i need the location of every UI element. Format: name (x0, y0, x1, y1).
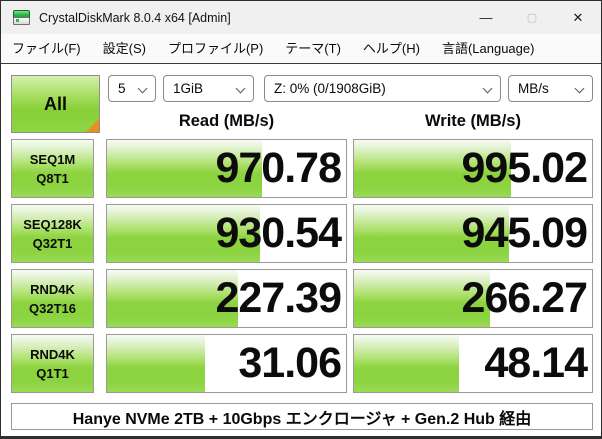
test-size-dropdown[interactable]: 1GiB (163, 75, 254, 102)
run-all-label: All (43, 93, 67, 114)
write-result-cell: 945.09 (353, 204, 593, 263)
test-name: SEQ1M (29, 151, 76, 167)
menu-language[interactable]: 言語(Language) (441, 41, 535, 56)
menu-settings[interactable]: 設定(S) (102, 41, 146, 56)
run-all-button[interactable]: All (11, 75, 100, 133)
score-bar (354, 270, 490, 327)
write-value: 945.09 (461, 209, 588, 257)
comment-input[interactable]: Hanye NVMe 2TB + 10Gbps エンクロージャ + Gen.2 … (11, 403, 593, 430)
queue-thread: Q32T1 (32, 235, 73, 251)
read-value: 970.78 (215, 144, 342, 192)
read-value: 930.54 (215, 209, 342, 257)
write-result-cell: 266.27 (353, 269, 593, 328)
read-result-cell: 930.54 (106, 204, 347, 263)
test-button-seq1m-q8t1[interactable]: SEQ1M Q8T1 (11, 139, 94, 198)
chevron-down-icon (235, 83, 246, 94)
window-title: CrystalDiskMark 8.0.4 x64 [Admin] (39, 10, 231, 25)
chevron-down-icon (574, 83, 585, 94)
score-bar (107, 205, 260, 262)
score-bar (107, 140, 263, 197)
score-bar (354, 205, 509, 262)
unit-value: MB/s (518, 81, 549, 96)
app-disk-icon (13, 10, 30, 25)
menu-bar: ファイル(F) 設定(S) プロファイル(P) テーマ(T) ヘルプ(H) 言語… (1, 34, 601, 64)
test-name: SEQ128K (23, 216, 82, 232)
write-value: 995.02 (461, 144, 588, 192)
target-drive-dropdown[interactable]: Z: 0% (0/1908GiB) (264, 75, 501, 102)
chevron-down-icon (137, 83, 148, 94)
chevron-down-icon (482, 83, 493, 94)
menu-profile[interactable]: プロファイル(P) (167, 41, 264, 56)
read-value: 227.39 (215, 274, 342, 322)
test-button-rnd4k-q1t1[interactable]: RND4K Q1T1 (11, 334, 94, 393)
read-result-cell: 970.78 (106, 139, 347, 198)
minimize-icon[interactable]: — (479, 10, 493, 25)
caption-buttons: — ▢ ✕ (463, 1, 601, 34)
test-button-rnd4k-q32t16[interactable]: RND4K Q32T16 (11, 269, 94, 328)
score-bar (107, 270, 239, 327)
read-result-cell: 227.39 (106, 269, 347, 328)
write-column-header: Write (MB/s) (425, 112, 521, 130)
read-column-header: Read (MB/s) (178, 112, 275, 130)
test-count-value: 5 (118, 81, 126, 96)
target-drive-value: Z: 0% (0/1908GiB) (274, 81, 386, 96)
menu-theme[interactable]: テーマ(T) (285, 41, 341, 56)
title-bar: CrystalDiskMark 8.0.4 x64 [Admin] — ▢ ✕ (1, 1, 601, 34)
test-name: RND4K (30, 346, 75, 362)
client-area: All 5 1GiB Z: 0% (0/1908GiB) MB/s Read (… (1, 64, 601, 436)
corner-triangle-icon (85, 118, 99, 132)
write-result-cell: 995.02 (353, 139, 593, 198)
queue-thread: Q1T1 (36, 365, 69, 381)
write-result-cell: 48.14 (353, 334, 593, 393)
test-size-value: 1GiB (173, 81, 204, 96)
read-value: 31.06 (238, 339, 342, 387)
queue-thread: Q8T1 (36, 170, 69, 186)
close-icon[interactable]: ✕ (572, 9, 584, 25)
read-result-cell: 31.06 (106, 334, 347, 393)
queue-thread: Q32T16 (29, 300, 76, 316)
result-row-rnd4k-q32t16: RND4K Q32T16 227.39 266.27 (1, 269, 601, 328)
maximize-icon[interactable]: ▢ (526, 12, 538, 24)
result-row-seq1m: SEQ1M Q8T1 970.78 995.02 (1, 139, 601, 198)
test-name: RND4K (30, 281, 75, 297)
test-button-seq128k-q32t1[interactable]: SEQ128K Q32T1 (11, 204, 94, 263)
menu-file[interactable]: ファイル(F) (12, 41, 81, 56)
menu-help[interactable]: ヘルプ(H) (362, 41, 420, 56)
score-bar (354, 140, 512, 197)
result-row-seq128k: SEQ128K Q32T1 930.54 945.09 (1, 204, 601, 263)
write-value: 48.14 (484, 339, 588, 387)
write-value: 266.27 (461, 274, 588, 322)
test-count-dropdown[interactable]: 5 (108, 75, 156, 102)
result-row-rnd4k-q1t1: RND4K Q1T1 31.06 48.14 (1, 334, 601, 393)
score-bar (107, 335, 205, 392)
score-bar (354, 335, 459, 392)
unit-dropdown[interactable]: MB/s (508, 75, 593, 102)
